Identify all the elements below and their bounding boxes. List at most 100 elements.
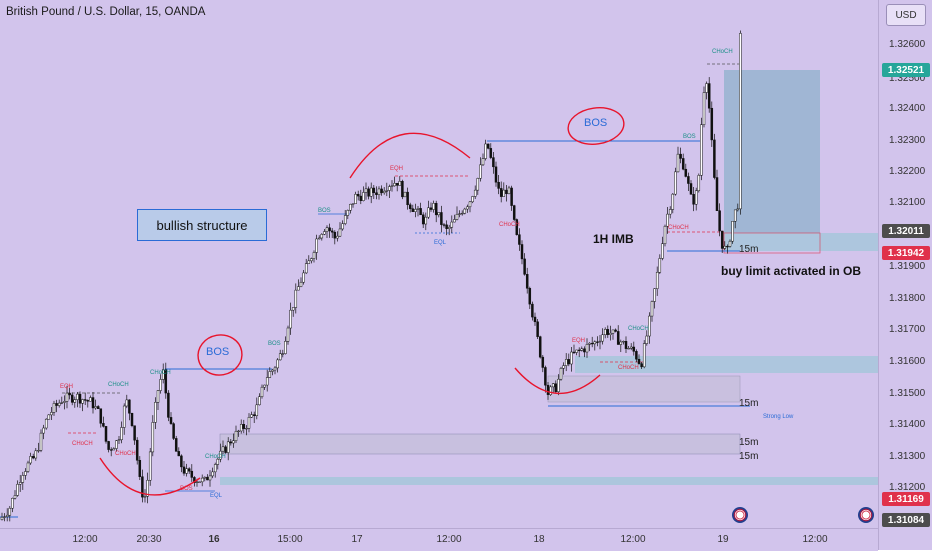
candle-body — [55, 403, 58, 406]
candle-body — [65, 392, 69, 402]
candle-body — [263, 384, 266, 388]
candle-body — [598, 340, 602, 343]
candle-body — [687, 176, 690, 184]
candle-body — [603, 329, 607, 336]
candle-body — [109, 449, 113, 451]
imb-annotation: 1H IMB — [593, 232, 634, 246]
candle-body — [42, 427, 45, 434]
demand-zone-bottom — [220, 477, 878, 485]
candle-body — [193, 477, 196, 483]
price-axis[interactable]: 1.32600 1.32500 1.32400 1.32300 1.32200 … — [878, 0, 932, 550]
candle-body — [11, 498, 14, 509]
candle-body — [63, 401, 66, 403]
candle-body — [382, 190, 386, 194]
candle-body — [125, 399, 129, 407]
candle-body — [427, 207, 430, 218]
candle-body — [650, 301, 654, 317]
candle-body — [512, 205, 516, 220]
candle-body — [616, 331, 620, 345]
candle-body — [468, 201, 472, 208]
candle-body — [60, 402, 64, 404]
candle-body — [494, 166, 498, 183]
bos-annotation-left: BOS — [206, 346, 230, 358]
candle-body — [317, 237, 321, 240]
candle-body — [216, 458, 220, 465]
price-label: 1.32500 — [889, 73, 926, 84]
label-bos-bottom: BOS — [180, 486, 193, 492]
candle-body — [245, 427, 248, 430]
candle-body — [510, 187, 513, 206]
candle-body — [419, 208, 422, 216]
candle-body — [117, 439, 121, 441]
candle-body — [172, 423, 175, 439]
candle-body — [580, 348, 584, 351]
candle-body — [622, 341, 625, 343]
us-flag-icon[interactable] — [732, 507, 748, 523]
candle-body — [86, 400, 90, 402]
candle-body — [8, 507, 12, 516]
candle-body — [723, 245, 727, 249]
demand-zone-gray — [547, 375, 741, 403]
candle-body — [182, 466, 186, 474]
time-label: 17 — [351, 534, 363, 545]
label-choch-top-red: CHoCH — [499, 222, 520, 228]
candle-body — [31, 456, 35, 459]
candle-body — [167, 392, 170, 418]
time-label: 12:00 — [802, 534, 828, 545]
candle-body — [255, 404, 259, 416]
candle-body — [16, 484, 19, 496]
red-arc-left — [99, 457, 201, 496]
candle-body — [538, 336, 542, 358]
candle-body — [697, 175, 701, 192]
candle-body — [169, 417, 173, 424]
candle-body — [208, 475, 212, 481]
candle-body — [596, 341, 599, 343]
candle-body — [692, 194, 695, 205]
candle-body — [177, 451, 181, 457]
candle-body — [411, 208, 415, 212]
candle-body — [455, 214, 459, 220]
candle-body — [320, 234, 324, 239]
candle-body — [364, 188, 368, 193]
candle-body — [525, 274, 529, 289]
candle-body — [148, 451, 152, 481]
candle-body — [642, 343, 646, 368]
candle-body — [705, 83, 708, 93]
candle-body — [583, 348, 586, 353]
label-choch-right: CHoCH — [668, 225, 689, 231]
currency-button[interactable]: USD — [886, 4, 926, 26]
chart-area[interactable]: BOS CHoCH CHoCH CHoCH CHoCH EQH EQH EQL … — [0, 0, 878, 528]
candle-body — [315, 238, 318, 253]
candle-body — [375, 192, 378, 195]
candle-body — [349, 203, 352, 211]
candle-body — [268, 371, 272, 378]
candle-body — [655, 272, 659, 289]
candle-body — [226, 441, 230, 453]
candle-body — [291, 307, 295, 311]
candle-body — [37, 450, 40, 452]
candle-body — [674, 171, 677, 195]
time-label: 20:30 — [136, 534, 162, 545]
candle-body — [76, 393, 79, 400]
candle-body — [577, 349, 581, 352]
time-axis[interactable]: 12:00 20:30 16 15:00 17 12:00 18 12:00 1… — [0, 528, 878, 551]
price-label: 1.32200 — [889, 166, 926, 177]
candle-body — [276, 359, 279, 369]
candle-body — [518, 234, 521, 245]
candle-body — [187, 468, 191, 472]
candle-body — [330, 230, 334, 233]
candle-body — [460, 212, 464, 215]
label-choch-left2: CHoCH — [108, 382, 129, 388]
candle-body — [336, 235, 339, 239]
candle-body — [408, 204, 412, 209]
label-bos-mid: BOS — [318, 208, 331, 214]
candle-body — [720, 230, 724, 249]
candle-body — [395, 183, 399, 186]
uk-flag-icon[interactable] — [858, 507, 874, 523]
label-choch-mid: CHoCH — [628, 326, 649, 332]
candle-body — [133, 425, 136, 441]
candle-body — [484, 143, 487, 159]
candle-body — [107, 441, 110, 450]
candle-body — [57, 402, 61, 406]
candle-body — [559, 367, 563, 380]
